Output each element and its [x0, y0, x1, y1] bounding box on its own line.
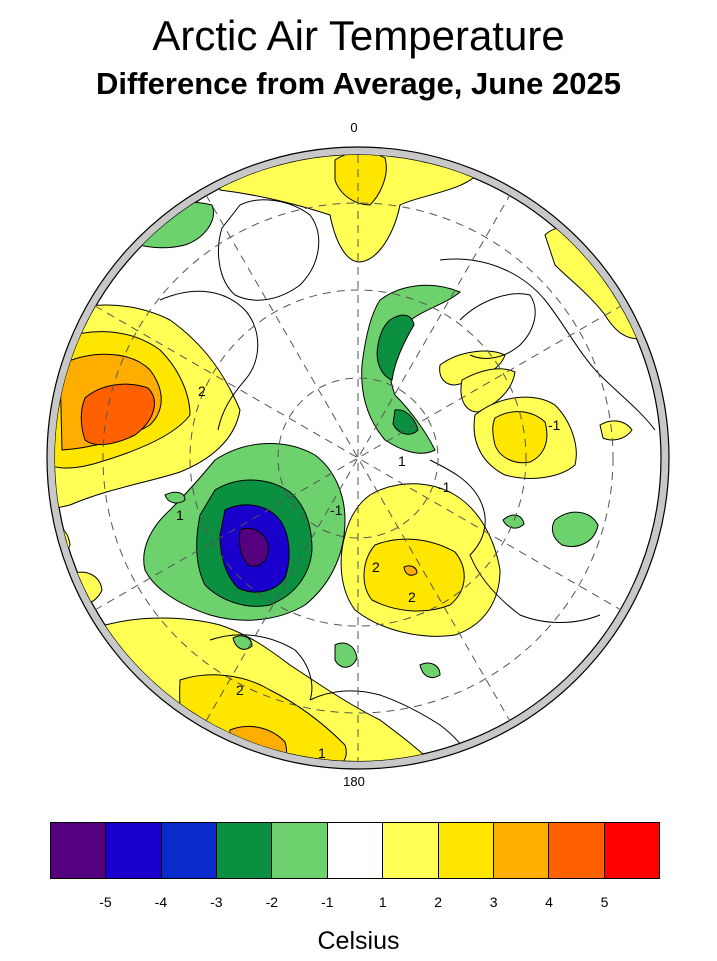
anomaly-region-cool-east-arc-core [376, 314, 415, 381]
coastline-canada [159, 290, 259, 431]
colorbar-tick-label: 5 [600, 894, 609, 910]
meridian-120 [94, 305, 622, 611]
anomaly-region-warm-top-core [334, 155, 387, 206]
colorbar-tick-label: -3 [210, 894, 223, 910]
polar-map-svg: 2 1 -1 1 2 -1 2 1 -1 2 [46, 146, 670, 770]
anomaly-region-cool-east-arc-core-2 [392, 409, 419, 435]
colorbar-unit-label: Celsius [317, 927, 400, 955]
coastline-siberia [439, 258, 656, 431]
coastline-greenland [217, 199, 320, 301]
map-title: Arctic Air Temperature [152, 12, 565, 59]
colorbar-swatch [327, 823, 384, 878]
latitude-circle-80 [277, 377, 439, 539]
contour-label: -1 [330, 502, 343, 518]
colorbar-swatch [438, 823, 494, 878]
colorbar-tick-label: -2 [265, 894, 279, 910]
contour-label: 2 [198, 383, 206, 399]
graticule [94, 155, 622, 761]
colorbar-tick-label: 2 [434, 894, 443, 910]
anomaly-region-warm-top [219, 155, 481, 263]
colorbar-tick-label: -1 [321, 894, 334, 910]
colorbar-swatch [493, 823, 550, 878]
anomaly-region-warm-east-3-core [492, 411, 548, 464]
map-subtitle: Difference from Average, June 2025 [96, 66, 621, 101]
longitude-label-180: 180 [343, 774, 365, 789]
colorbar-swatch [51, 823, 107, 878]
colorbar-tick-label: 3 [489, 894, 498, 910]
meridian-240 [94, 305, 622, 611]
contour-label: 2 [236, 682, 244, 698]
colorbar-swatch [604, 823, 659, 878]
anomaly-region-cool-west-small [164, 491, 186, 504]
coastline-scandinavia [459, 293, 536, 359]
contour-label: 1 [176, 507, 184, 523]
anomaly-region-cool-center-core [239, 527, 269, 567]
coastline-east-asia [429, 459, 601, 623]
meridian-60 [205, 194, 511, 722]
colorbar-swatch [383, 823, 439, 878]
colorbar-tick-label: 4 [545, 894, 553, 910]
anomaly-region-warm-west-core [80, 383, 155, 446]
colorbar-tick-label: -4 [154, 894, 168, 910]
anomaly-region-cool-south-small-2 [419, 662, 441, 678]
anomaly-region-cool-east-small-2 [502, 514, 525, 529]
colorbar-tick-label: -5 [99, 894, 112, 910]
contour-label: 2 [408, 589, 416, 605]
contour-label: 2 [372, 559, 380, 575]
colorbar-swatch [549, 823, 605, 878]
contour-label: 1 [318, 745, 326, 761]
contour-label: -1 [548, 417, 561, 433]
longitude-label-0: 0 [350, 120, 358, 135]
anomaly-region-warm-east-2 [460, 368, 516, 413]
latitude-circle-60 [102, 202, 614, 714]
anomaly-region-cool-south-west-small [232, 635, 253, 650]
meridian-300 [205, 194, 511, 722]
latitude-circle-70 [189, 289, 527, 627]
anomaly-region-cool-south-small [334, 642, 358, 668]
colorbar-swatch [106, 823, 162, 878]
contour-label: 1 [398, 453, 406, 469]
colorbar-swatch [161, 823, 218, 878]
colorbar [50, 822, 660, 879]
colorbar-tick-label: 1 [378, 894, 387, 910]
anomaly-region-cool-east-small-1 [551, 511, 599, 547]
coastline-alaska [209, 634, 313, 701]
colorbar-swatch [217, 823, 273, 878]
contour-label-group: 2 1 -1 1 2 -1 2 1 -1 2 [176, 383, 561, 761]
colorbar-swatch [272, 823, 328, 878]
anomaly-region-warm-east-4 [599, 420, 633, 441]
contour-label: -1 [438, 479, 451, 495]
anomaly-region-warm-south-center-dot [403, 565, 418, 576]
polar-map: 2 1 -1 1 2 -1 2 1 -1 2 [0, 115, 717, 805]
